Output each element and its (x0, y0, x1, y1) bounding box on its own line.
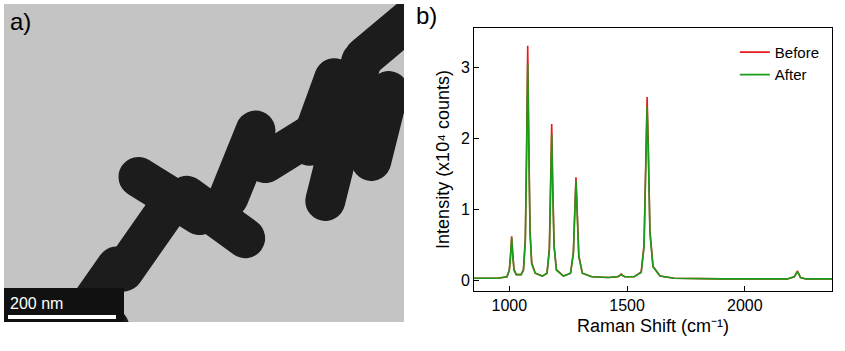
html-text:a): a) (10, 8, 32, 35)
svg-text:3: 3 (461, 59, 470, 76)
svg-text:2000: 2000 (727, 297, 763, 314)
svg-text:0: 0 (461, 272, 470, 289)
svg-text:200 nm: 200 nm (10, 295, 63, 312)
svg-text:Before: Before (775, 44, 819, 61)
svg-text:1500: 1500 (609, 297, 645, 314)
html-text:b): b) (416, 2, 438, 29)
svg-text:2: 2 (461, 130, 470, 147)
svg-text:Raman Shift (cm⁻¹): Raman Shift (cm⁻¹) (577, 316, 729, 336)
svg-text:Intensity (x10⁴ counts): Intensity (x10⁴ counts) (433, 70, 453, 249)
svg-text:After: After (775, 66, 807, 83)
svg-text:1000: 1000 (492, 297, 528, 314)
svg-text:1: 1 (461, 201, 470, 218)
